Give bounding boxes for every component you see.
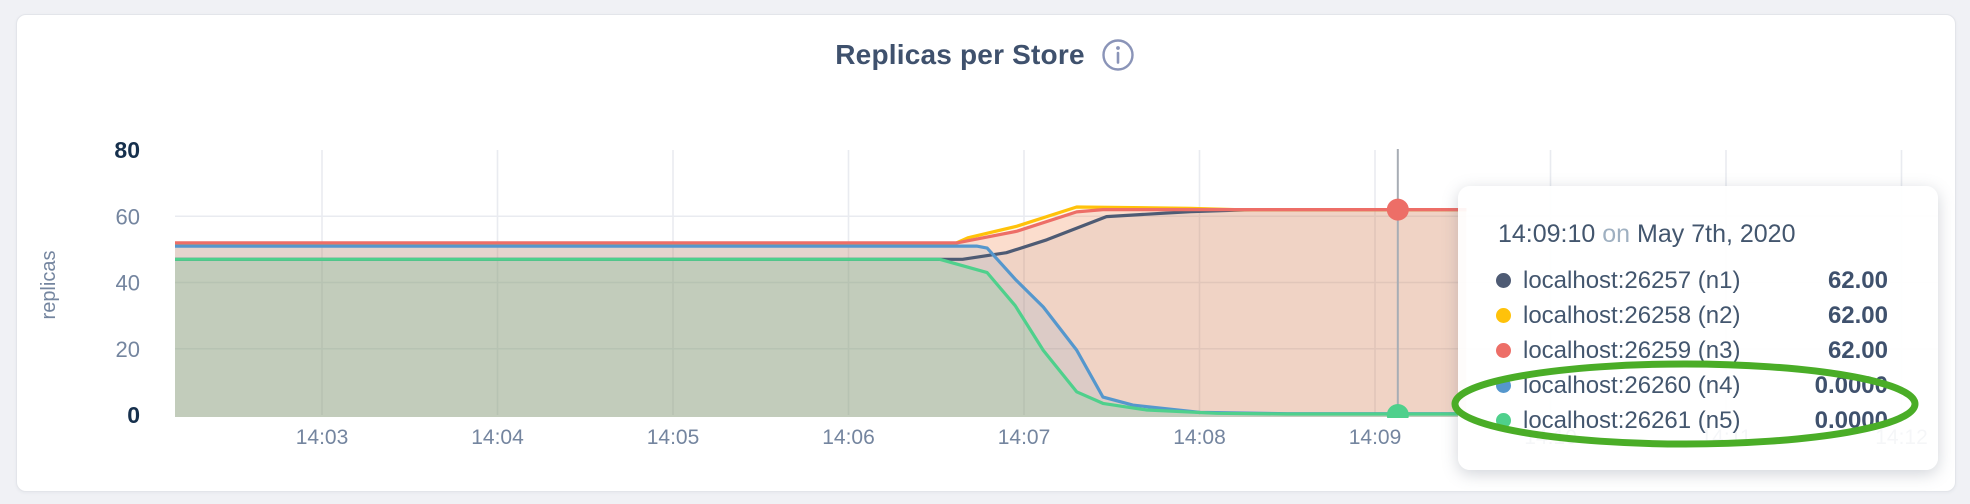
series-line <box>175 208 1467 245</box>
hover-dot <box>1386 198 1409 221</box>
series-value: 0.0000 <box>1814 371 1888 399</box>
tooltip-row: localhost:26257 (n1) 62.00 <box>1496 263 1888 298</box>
tooltip-header: 14:09:10 on May 7th, 2020 <box>1498 220 1888 249</box>
series-fill <box>175 209 1467 417</box>
series-fill <box>175 259 1467 417</box>
y-tick-label: 20 <box>116 337 140 362</box>
series-value: 62.00 <box>1827 301 1888 329</box>
series-value: 62.00 <box>1827 336 1888 364</box>
x-tick-label: 14:07 <box>998 426 1051 449</box>
x-tick-label: 14:05 <box>647 426 700 449</box>
x-tick-label: 14:04 <box>471 426 524 449</box>
tooltip-row: localhost:26258 (n2) 62.00 <box>1496 298 1888 333</box>
y-tick-label: 0 <box>127 402 140 428</box>
series-value: 62.00 <box>1827 266 1888 294</box>
series-fill <box>175 246 1467 417</box>
series-label: localhost:26259 (n3) <box>1523 336 1741 364</box>
tooltip-rows: localhost:26257 (n1) 62.00 localhost:26258… <box>1496 263 1888 438</box>
series-value: 0.0000 <box>1814 406 1888 434</box>
series-dot-icon <box>1496 308 1511 323</box>
x-tick-label: 14:06 <box>822 426 875 449</box>
y-tick-label: 40 <box>116 271 140 296</box>
series-lines <box>175 205 1467 416</box>
series-label: localhost:26261 (n5) <box>1523 406 1741 434</box>
info-icon[interactable] <box>1101 38 1135 72</box>
series-fills <box>175 207 1467 417</box>
x-tick-label: 14:08 <box>1173 426 1226 449</box>
series-dot-icon <box>1496 378 1511 393</box>
chart-title: Replicas per Store <box>835 39 1085 70</box>
series-dot-icon <box>1496 273 1511 288</box>
tooltip-date: May 7th, 2020 <box>1637 220 1796 248</box>
y-tick-label: 60 <box>116 204 140 229</box>
series-label: localhost:26260 (n4) <box>1523 371 1741 399</box>
y-axis-title: replicas <box>38 251 60 320</box>
x-tick-label: 14:03 <box>296 426 349 449</box>
series-dot-icon <box>1496 343 1511 358</box>
y-tick-label: 80 <box>114 137 140 163</box>
chart-header: Replicas per Store <box>16 38 1954 72</box>
tooltip-on-word: on <box>1602 220 1631 248</box>
series-label: localhost:26258 (n2) <box>1523 301 1741 329</box>
series-dot-icon <box>1496 413 1511 428</box>
series-label: localhost:26257 (n1) <box>1523 266 1741 294</box>
hover-dots <box>1386 198 1409 418</box>
tooltip-row: localhost:26260 (n4) 0.0000 <box>1496 368 1888 403</box>
x-tick-label: 14:09 <box>1349 426 1402 449</box>
hover-tooltip: 14:09:10 on May 7th, 2020 localhost:2625… <box>1458 186 1938 470</box>
tooltip-time: 14:09:10 <box>1498 220 1596 248</box>
series-fill <box>175 209 1467 417</box>
tooltip-row: localhost:26259 (n3) 62.00 <box>1496 333 1888 368</box>
hover-dot <box>1386 404 1409 418</box>
series-line <box>175 257 1467 416</box>
tooltip-row: localhost:26261 (n5) 0.0000 <box>1496 403 1888 438</box>
